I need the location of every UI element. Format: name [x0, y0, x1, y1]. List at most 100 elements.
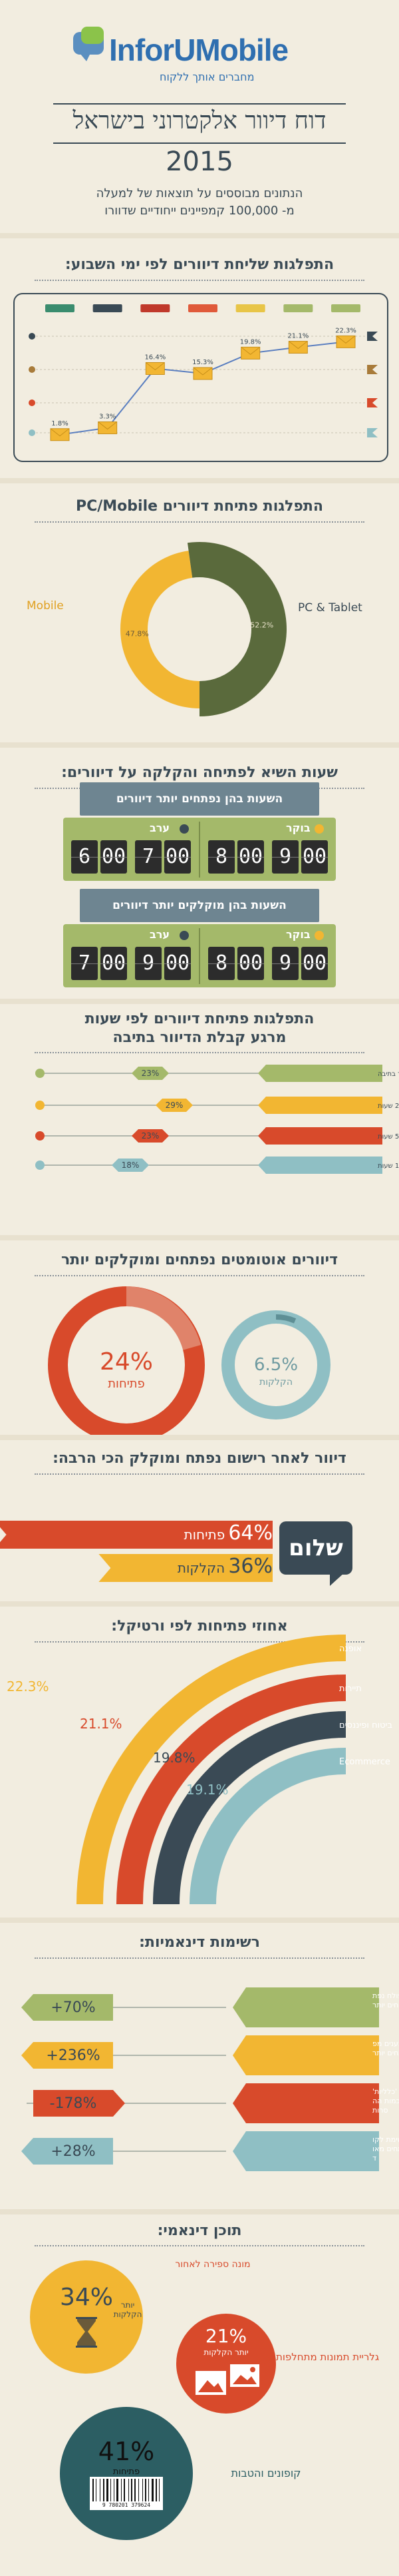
envelope-flap: [50, 428, 70, 437]
list-description-text: חים יותר: [372, 2001, 398, 2009]
coupon-percent: 41%: [98, 2437, 155, 2466]
list-description-text: קמפיינים לרשימות נמענים מפ: [372, 2039, 399, 2048]
subtitle-line-2: מ- 100,000 קמפיינים ייחודיים שדוורו: [104, 204, 295, 218]
auto-open-percent: 24%: [99, 1348, 153, 1376]
barcode-icon: 9 780201 379624: [90, 2477, 163, 2510]
vertical-category-label: תיירות: [339, 1684, 362, 1694]
receive-row-dot: [35, 1131, 45, 1141]
morning-label: בוקר: [286, 822, 311, 834]
clock-digit: 00: [164, 840, 191, 874]
receive-time-chart: 23% עד שעה לאחר קבלת הדיוור בתיבה 29% 2-4 ש…: [35, 1065, 399, 1174]
device-section-title: התפלגות פתיחת דיוורים PC/Mobile: [75, 498, 324, 515]
thanks-click-label: הקלקות: [177, 1560, 225, 1576]
receive-category-label: 16-24 שעות: [378, 1162, 399, 1170]
legend-mobile: Mobile: [27, 599, 64, 613]
weekday-value-label: 21.1%: [287, 333, 309, 340]
weekday-tab: [235, 304, 265, 312]
weekday-tab: [45, 304, 74, 312]
donut-hole: [154, 584, 245, 674]
vertical-category-label: ביטוח ופיננסים: [339, 1720, 392, 1730]
vertical-section-rule: [35, 1641, 364, 1643]
auto-click-gauge-fill: [225, 1314, 327, 1416]
section-separator: [0, 1918, 399, 1923]
chat-bubble-small-icon: [81, 27, 104, 44]
thanks-ribbon: [0, 1521, 273, 1549]
weekday-tab: [283, 304, 313, 312]
clock-digit: 9: [272, 947, 299, 980]
weekday-row-flag: [367, 365, 378, 374]
list-description-text: ולחות נפתחים יותר: [372, 2049, 399, 2057]
weekday-value-label: 3.3%: [99, 413, 116, 421]
weekday-row-dot: [29, 366, 35, 373]
gallery-title: גלריית תמונות מתחלפות: [275, 2351, 380, 2363]
vertical-arcs-chart: אופנה 22.3% תיירות 21.1% ביטוח ופיננסים 19.8%…: [7, 1635, 392, 1904]
section-separator: [0, 233, 399, 238]
barcode-bar: [128, 2479, 129, 2501]
receive-value-badge: [156, 1099, 193, 1112]
brand-name: InforUMobile: [109, 33, 289, 67]
list-description-box: [233, 2131, 379, 2171]
receive-category-flag: [258, 1065, 382, 1082]
list-description-text: חות 'לא פעילים' נפתחים מאו: [372, 2145, 399, 2153]
barcode-bar: [145, 2479, 146, 2501]
barcode-bar: [106, 2479, 108, 2501]
list-description-box: [233, 2083, 379, 2123]
barcode-bar: [110, 2479, 111, 2501]
list-description-text: מפולחים מאשקיעת את כמות הה: [372, 2097, 399, 2105]
list-value-label: +236%: [46, 2047, 100, 2064]
moon-icon: [180, 931, 189, 940]
weekday-tab: [188, 304, 217, 312]
vertical-arc: [116, 1674, 346, 1904]
barcode-bar: [156, 2479, 157, 2501]
receive-category-label: 5-15 שעות: [378, 1133, 399, 1141]
section-separator: [0, 1235, 399, 1240]
receive-value-badge: [132, 1129, 169, 1143]
receive-value-badge: [132, 1067, 169, 1080]
lists-section-rule: [35, 1957, 364, 1959]
receive-category-flag: [258, 1127, 382, 1145]
coupon-circle: [60, 2407, 193, 2540]
clock-digit: 7: [135, 840, 162, 874]
clock-digit: 00: [237, 947, 264, 980]
receive-category-flag: [258, 1157, 382, 1174]
opens-hours-banner: השעות בהן נפתחים יותר דיוורים: [80, 782, 319, 816]
list-value-label: -178%: [50, 2095, 97, 2112]
image-gallery-icon: [194, 2360, 261, 2400]
vertical-section-title: אחוזי פתיחות לפי ורטיקל:: [111, 1618, 288, 1635]
auto-open-gauge-gap: [126, 1286, 201, 1350]
device-donut-chart: 47.8% 52.2% Mobile PC & Tablet: [27, 542, 362, 716]
thanks-section-rule: [35, 1473, 364, 1475]
envelope-icon: [50, 428, 70, 441]
thanks-open-percent: 64%: [228, 1521, 273, 1545]
weekday-row-dot: [29, 333, 35, 340]
auto-open-label: פתיחות: [108, 1377, 145, 1391]
thanks-click-text: 36% הקלקות: [140, 1555, 273, 1581]
device-section-rule: [35, 521, 364, 523]
title-rule-top: [53, 103, 346, 105]
moon-icon: [180, 824, 189, 834]
speech-bubble-tail: [330, 1573, 344, 1586]
donut-slice: [187, 542, 287, 716]
clock-digit: 9: [135, 947, 162, 980]
auto-section-title: דיוורים אוטומטים נפתחים ומוקלקים יותר: [61, 1252, 338, 1268]
thanks-click-percent: 36%: [228, 1555, 273, 1578]
weekday-tab: [331, 304, 360, 312]
barcode-bar: [131, 2479, 132, 2501]
morning-label: בוקר: [286, 928, 311, 941]
receive-section-title-2: מרגע קבלת הדיוור בתיבה: [112, 1029, 287, 1046]
envelope-icon: [193, 367, 213, 380]
weekday-row-flag: [367, 398, 378, 407]
shalom-speech-bubble: שלום: [279, 1521, 352, 1575]
donut-slice: [120, 551, 200, 708]
section-separator: [0, 1435, 399, 1440]
panel-divider: [199, 822, 200, 878]
list-description-text: ד: [372, 2154, 376, 2163]
clock-digit: 00: [301, 840, 328, 874]
gallery-percent: 21%: [205, 2325, 247, 2347]
list-value-tag: [21, 2042, 113, 2069]
envelope-flap: [241, 346, 260, 355]
subtitle-line-1: הנתונים מבוססים על תוצאות של למעלה: [96, 186, 303, 200]
clicks-hours-banner: השעות בהן מוקלקים יותר דיוורים: [80, 889, 319, 922]
weekday-value-label: 22.3%: [335, 327, 356, 334]
